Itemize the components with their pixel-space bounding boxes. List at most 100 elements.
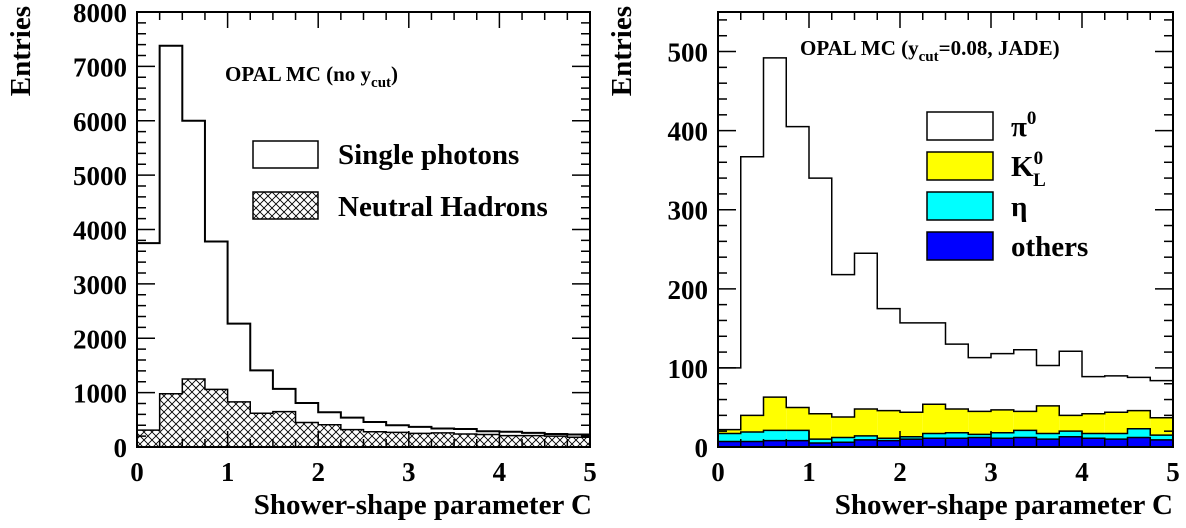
- neutral-hadrons-bar: [386, 432, 409, 447]
- neutral-hadrons-bar: [272, 411, 296, 447]
- others-bar: [740, 441, 764, 447]
- right-panel: 0 1 2 3 4 5 0 100 200 300 400 500 Entries Shower-sh…: [606, 6, 1180, 521]
- left-x-tick-label: 0: [130, 457, 144, 487]
- right-histogram-bars: [717, 57, 1174, 447]
- neutral-hadrons-bar: [340, 429, 364, 447]
- legend-label-main: others: [1011, 231, 1088, 263]
- pi0-bar: [854, 253, 878, 447]
- pi0-bar: [831, 274, 855, 447]
- neutral-hadrons-bar: [182, 379, 205, 447]
- legend-swatch-kl0: [926, 151, 994, 181]
- others-bar: [1036, 439, 1060, 447]
- legend-swatch-pi0: [926, 111, 994, 141]
- legend-label-main: π: [1011, 111, 1027, 143]
- pi0-bar: [763, 57, 787, 447]
- left-annotation-main: OPAL MC (no y: [225, 62, 372, 86]
- right-y-axis-label: Entries: [606, 6, 638, 96]
- neutral-hadrons-bar: [204, 389, 228, 447]
- neutral-hadrons-bar: [476, 434, 500, 447]
- right-annotation-rest: =0.08, JADE): [939, 36, 1060, 60]
- left-y-tick-label: 8000: [73, 0, 127, 28]
- right-annotation-sub: cut: [919, 49, 939, 65]
- legend-label-eta: η: [1011, 191, 1027, 223]
- legend-swatch-others: [926, 231, 994, 261]
- left-panel: 0 1 2 3 4 5010002000300040005000600070008000 …: [5, 0, 597, 521]
- legend-label-neutral-hadrons: Neutral Hadrons: [338, 191, 548, 223]
- others-bar: [945, 438, 969, 447]
- right-y-tick-label: 100: [668, 354, 709, 384]
- legend-label-main: K: [1011, 151, 1034, 183]
- left-y-tick-label: 6000: [73, 107, 127, 137]
- neutral-hadrons-bar: [431, 432, 455, 447]
- left-x-tick-label: 5: [583, 457, 597, 487]
- right-x-tick-label: 2: [893, 457, 907, 487]
- legend-label-pi0: π0: [1011, 108, 1036, 143]
- others-bar: [763, 440, 787, 447]
- left-axis-ticks: 0 1 2 3 4 5 0 1000 2000 3000 4000 5000 6000 7000 8000: [73, 0, 597, 487]
- pi0-bar: [809, 178, 832, 447]
- others-bar: [786, 440, 809, 447]
- left-annotation-sub: cut: [371, 75, 391, 91]
- pi0-bar: [740, 156, 764, 447]
- right-y-tick-label: 0: [695, 433, 709, 463]
- neutral-hadrons-bar: [318, 424, 341, 447]
- neutral-hadrons-bar: [567, 437, 590, 447]
- pi0-outline: [717, 57, 1174, 447]
- left-y-tick-label: 2000: [73, 324, 127, 354]
- neutral-hadrons-bar: [499, 435, 523, 447]
- right-x-tick-label: 5: [1166, 457, 1180, 487]
- right-axis-ticks: 0 1 2 3 4 5 0 100 200 300 400 500: [668, 12, 1180, 487]
- neutral-hadrons-bar: [295, 422, 319, 447]
- neutral-hadrons-bar: [227, 401, 251, 447]
- others-bar: [831, 442, 855, 447]
- right-y-tick-label: 500: [668, 38, 709, 68]
- legend-swatch-single-photons: [252, 140, 319, 169]
- right-x-tick-label: 4: [1075, 457, 1089, 487]
- others-bar: [1059, 436, 1082, 447]
- left-y-tick-label: 0: [114, 433, 128, 463]
- others-bar: [1127, 437, 1151, 447]
- right-x-axis-label: Shower-shape parameter C: [835, 489, 1173, 521]
- left-histogram-bars: [136, 44, 591, 447]
- right-x-tick-label: 1: [802, 457, 816, 487]
- neutral-hadrons-bar: [544, 436, 568, 447]
- right-y-tick-label: 200: [668, 275, 709, 305]
- eta-outline: [717, 428, 1174, 447]
- others-bar: [1150, 439, 1173, 447]
- legend-label-sup: 0: [1034, 148, 1044, 169]
- right-annotation-main: OPAL MC (y: [800, 36, 919, 60]
- others-bar: [900, 439, 923, 447]
- legend-label-single-photons: Single photons: [338, 139, 519, 171]
- others-bar: [877, 440, 900, 447]
- others-bar: [1013, 437, 1037, 447]
- left-y-tick-label: 4000: [73, 216, 127, 246]
- neutral-hadrons-bar: [363, 431, 387, 447]
- others-bar: [922, 438, 946, 447]
- neutral-hadrons-bar: [408, 433, 432, 447]
- others-bar: [991, 438, 1014, 447]
- neutral-hadrons-bar: [137, 430, 160, 447]
- left-y-tick-label: 7000: [73, 52, 127, 82]
- right-x-tick-label: 3: [984, 457, 998, 487]
- left-x-tick-label: 4: [493, 457, 507, 487]
- legend-label-sup: 0: [1027, 108, 1037, 129]
- legend-swatch-neutral-hadrons: [252, 191, 319, 220]
- neutral-hadrons-bar: [159, 393, 183, 447]
- pi0-bar: [786, 126, 809, 447]
- legend-label-others: others: [1011, 231, 1088, 263]
- left-x-tick-label: 2: [311, 457, 325, 487]
- left-y-tick-label: 3000: [73, 270, 127, 300]
- others-bar: [718, 441, 741, 447]
- neutral-hadrons-bar: [454, 433, 477, 447]
- others-bar: [854, 439, 878, 447]
- pi0-bar: [718, 367, 741, 447]
- others-bar: [1104, 439, 1128, 447]
- right-x-tick-label: 0: [711, 457, 725, 487]
- left-x-tick-label: 1: [221, 457, 235, 487]
- left-y-axis-label: Entries: [5, 6, 37, 96]
- left-x-axis-label: Shower-shape parameter C: [254, 489, 592, 521]
- neutral-hadrons-outline: [136, 378, 591, 447]
- legend-swatch-eta: [926, 191, 994, 221]
